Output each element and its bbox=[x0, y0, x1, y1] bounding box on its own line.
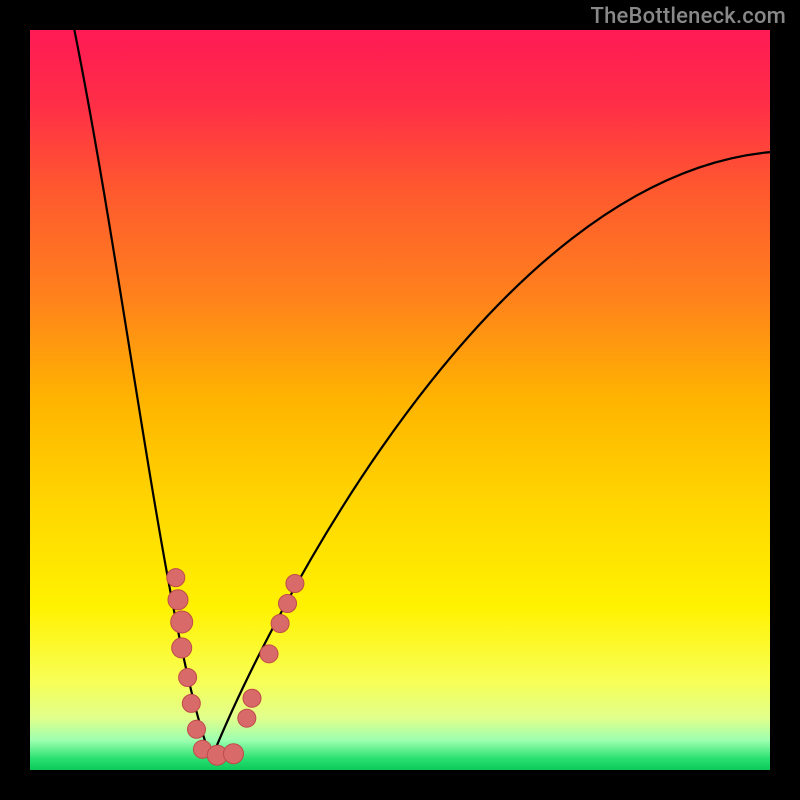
marker-dot bbox=[260, 645, 278, 663]
stage: TheBottleneck.com bbox=[0, 0, 800, 800]
bottleneck-chart bbox=[0, 0, 800, 800]
marker-dot bbox=[286, 575, 304, 593]
marker-dot bbox=[271, 614, 289, 632]
marker-dot bbox=[182, 694, 200, 712]
marker-dot bbox=[171, 611, 193, 633]
marker-dot bbox=[224, 744, 244, 764]
marker-dot bbox=[168, 590, 188, 610]
marker-dot bbox=[279, 595, 297, 613]
marker-dot bbox=[238, 709, 256, 727]
watermark-text: TheBottleneck.com bbox=[591, 4, 786, 29]
marker-dot bbox=[172, 638, 192, 658]
marker-dot bbox=[167, 569, 185, 587]
marker-dot bbox=[243, 689, 261, 707]
gradient-background bbox=[30, 30, 770, 770]
marker-dot bbox=[188, 720, 206, 738]
marker-dot bbox=[179, 669, 197, 687]
